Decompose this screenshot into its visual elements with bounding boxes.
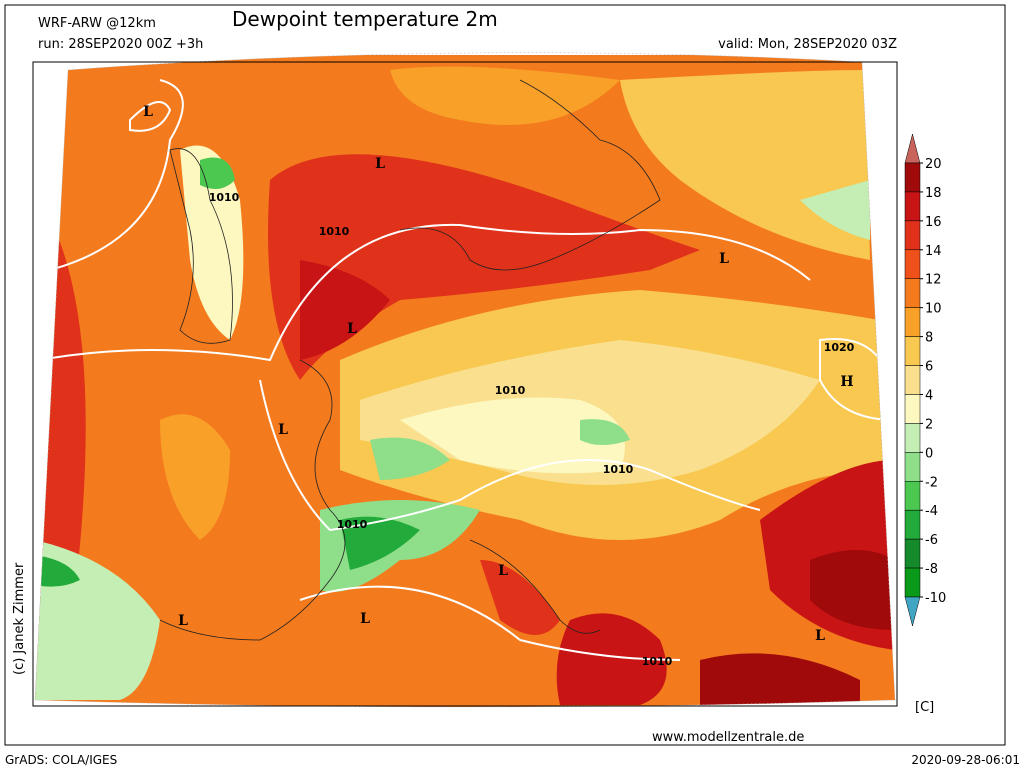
area [700,653,860,705]
model: WRF-ARW @12km [38,16,156,31]
low: L [278,422,288,438]
colorbar-tick-label: 10 [925,302,942,317]
colorbar-segment [904,249,921,279]
area [556,613,667,705]
colorbar-segment [904,423,921,453]
footer-right: 2020-09-28-06:01 [911,753,1020,767]
area [810,550,895,630]
colorbar-tick-label: 2 [925,417,933,432]
coast [469,539,601,634]
unit: [C] [915,700,934,715]
valid: valid: Mon, 28SEP2020 03Z [718,37,897,52]
colorbar-tick-label: 14 [925,244,942,259]
colorbar-segment [904,452,921,482]
colorbar-segment [904,481,921,511]
isobar-label: 1010 [603,463,634,476]
coast [159,359,346,641]
colorbar-tick-label: -10 [925,591,946,606]
low: L [815,628,825,644]
low: L [375,156,385,172]
map-field [35,55,895,707]
area [390,66,620,125]
low: L [719,251,729,267]
high: H [840,374,853,390]
colorbar-tick-label: 6 [925,360,933,375]
colorbar-segment [904,567,921,598]
area [480,560,560,635]
colorbar-tick-label: -2 [925,475,938,490]
area [200,157,235,189]
coastlines [159,79,661,641]
colorbar-tick-label: -6 [925,533,938,548]
colorbar-cap [904,596,921,627]
colorbar-tick-label: 0 [925,446,933,461]
colorbar-segment [904,336,921,366]
area [340,516,420,570]
isobar-label: 1010 [319,225,350,238]
isobar-label: 1010 [495,384,526,397]
footer-left: GrADS: COLA/IGES [5,753,117,767]
area [370,437,450,480]
low: L [498,563,508,579]
colorbar-segment [904,538,921,569]
colorbar-tick-label: 8 [925,331,933,346]
run: run: 28SEP2020 00Z +3h [38,37,203,52]
isobar [39,223,811,362]
isobar-label: 1010 [337,518,368,531]
map-outline [34,52,896,708]
map-frame [32,61,898,707]
isobars [39,79,895,661]
colorbar-segment [904,394,921,424]
isobar [129,101,172,132]
map-labels: L L L L L L L L L H 1010 1010 1010 1010 … [143,104,855,668]
isobar-label: 1020 [824,341,855,354]
low: L [178,613,188,629]
low: L [347,321,357,337]
isobar [49,79,184,271]
colorbar-segment [904,162,921,193]
area [800,180,870,240]
coast [169,148,233,344]
isobar-label: 1010 [642,655,673,668]
area [180,145,244,340]
colorbar-tick-label: -4 [925,504,938,519]
colorbar-segment [904,509,921,540]
colorbar-segment [904,365,921,395]
isobar [259,379,761,532]
area [160,414,230,540]
colorbar-tick-label: -8 [925,562,938,577]
colorbar-segment [904,220,921,251]
colorbar-tick-label: 18 [925,186,942,201]
low: L [360,611,370,627]
colorbar-tick-label: 20 [925,157,942,172]
colorbar-tick-label: 4 [925,388,933,403]
credit: (c) Janek Zimmer [12,562,27,675]
colorbar-segment [904,278,921,308]
title: Dewpoint temperature 2m [232,7,498,31]
area [620,70,870,260]
colorbar-segment [904,191,921,222]
website: www.modellzentrale.de [652,730,804,745]
area [35,555,80,587]
low: L [143,104,153,120]
colorbar-tick-label: 16 [925,215,942,230]
colorbar-tick-label: 12 [925,273,942,288]
isobar-label: 1010 [209,191,240,204]
area [580,419,630,445]
area [300,260,390,360]
coast [399,79,661,271]
outer-frame [4,4,1006,746]
colorbar-segment [904,307,921,337]
area [400,397,625,474]
colorbar-cap [904,133,921,164]
isobar [299,585,681,661]
